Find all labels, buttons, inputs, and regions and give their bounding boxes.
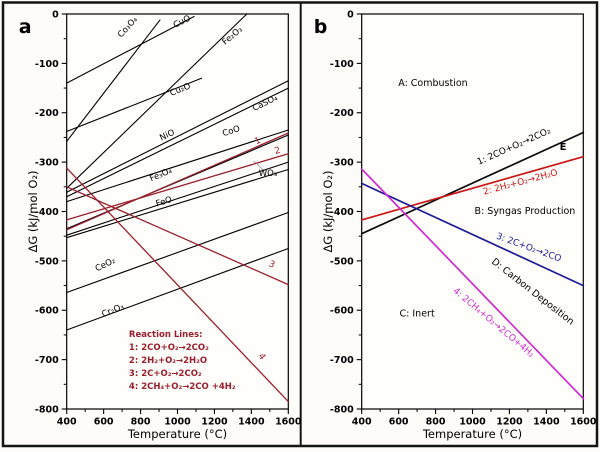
panel-b-y-tick-label--600: -600 [330, 306, 354, 317]
panel-a-legend-item-4: 4: 2CH₄+O₂→2CO +4H₂ [129, 382, 236, 392]
panel-b-x-tick-label-1400: 1400 [533, 417, 560, 428]
panel-b-y-axis: 0 -100 -200 -300 -400 -500 -600 -700 -800 [330, 9, 362, 415]
panel-b-x-tick-label-1200: 1200 [496, 417, 523, 428]
panel-a-x-tick-label-1000: 1000 [164, 417, 191, 428]
panel-a-legend-item-1: 1: 2CO+O₂→2CO₂ [129, 343, 209, 353]
panel-a-x-tick-label-400: 400 [57, 417, 77, 428]
panel-a-x-tick-label-600: 600 [94, 417, 114, 428]
panel-b-x-tick-label-400: 400 [352, 417, 372, 428]
panel-b-y-tick-label--400: -400 [330, 207, 354, 218]
panel-b-label-c-inert: C: Inert [400, 309, 435, 320]
panel-b-line-co-combustion [360, 131, 585, 235]
panel-a-line-caso [66, 87, 289, 198]
panel-a-line-cuo [66, 15, 195, 84]
panel-a-line-cu-o [66, 77, 203, 133]
panel-b-y-tick-label--300: -300 [330, 158, 354, 169]
panel-a-y-tick-label--500: -500 [35, 256, 59, 267]
panel-a-legend: Reaction Lines: 1: 2CO+O₂→2CO₂ 2: 2H₂+O₂→2… [129, 330, 236, 392]
panel-b-x-tick-label-800: 800 [426, 417, 446, 428]
panel-a-line-feo [66, 168, 289, 239]
panel-a-line-wo [66, 161, 289, 236]
panel-b-y-tick-label--200: -200 [330, 108, 354, 119]
panel-a-y-tick-label--200: -200 [35, 108, 59, 119]
panel-a-x-axis: 400 600 800 1000 1200 1400 1600 [57, 409, 302, 428]
panel-b-x-tick-label-600: 600 [389, 417, 409, 428]
panel-b-y-tick-label-0: 0 [347, 9, 354, 20]
panel-a-line-ceo [66, 211, 289, 294]
panel-a-x-tick-label-800: 800 [131, 417, 151, 428]
panel-a-label-2: 2 [274, 146, 282, 157]
panel-b-y-axis-label: ΔG (kJ/mol O₂) [321, 170, 335, 252]
panel-a-y-tick-label--700: -700 [35, 355, 59, 366]
panel-a-y-tick-label-0: 0 [52, 9, 59, 20]
panel-a-line-reaction-3 [66, 186, 289, 286]
panel-a-y-axis: 0 -100 -200 -300 -400 -500 -600 -700 -800 [35, 9, 67, 415]
panel-a-y-tick-label--800: -800 [35, 404, 59, 415]
panel-b-y-tick-label--500: -500 [330, 256, 354, 267]
panel-a: a 400 600 800 1000 1200 1400 1600 0 -100 -200 -300 -… [19, 9, 302, 441]
panel-b-x-tick-label-1600: 1600 [570, 417, 597, 428]
panel-a-label-1: 1 [253, 136, 262, 147]
panel-b-y-tick-label--100: -100 [330, 59, 354, 70]
panel-a-line-reaction-2 [66, 153, 289, 221]
panel-a-label-feo: FeO [155, 195, 174, 209]
panel-b-label-b-syngas-production: B: Syngas Production [475, 206, 576, 217]
panel-b-letter: b [314, 16, 328, 38]
panel-b-y-tick-label--800: -800 [330, 404, 354, 415]
panel-b-x-axis: 400 600 800 1000 1200 1400 1600 [352, 409, 597, 428]
panel-b-label-e: E [560, 142, 567, 153]
panel-a-line-nio [66, 80, 289, 193]
panel-b-line-c-partial-oxidation [360, 182, 585, 287]
panel-a-line-wo3-pointer [253, 160, 264, 171]
panel-a-line-cr-o [66, 247, 289, 331]
panel-a-line-reaction-4 [66, 167, 289, 403]
panel-a-line-coo [66, 129, 289, 203]
panel-b-line-h2-combustion [360, 155, 585, 221]
panel-a-y-tick-label--600: -600 [35, 306, 59, 317]
panel-a-legend-title: Reaction Lines: [129, 330, 203, 340]
panel-b-x-tick-label-1000: 1000 [459, 417, 486, 428]
panel-a-legend-item-2: 2: 2H₂+O₂→2H₂O [129, 356, 207, 366]
panel-b: b 400 600 800 1000 1200 1400 1600 0 -100 -200 -300 -… [314, 9, 597, 441]
panel-a-legend-item-3: 3: 2C+O₂→2CO₂ [129, 369, 202, 379]
panel-a-y-axis-label: ΔG (kJ/mol O₂) [26, 170, 40, 252]
panel-a-y-tick-label--400: -400 [35, 207, 59, 218]
panel-a-x-tick-label-1600: 1600 [275, 417, 302, 428]
panel-a-label-4: 4 [256, 352, 268, 363]
panel-a-label-wo: WO₃ [259, 169, 278, 179]
panel-a-line-reaction-1 [66, 132, 289, 231]
panel-b-x-axis-label: Temperature (°C) [422, 427, 522, 441]
panel-a-y-tick-label--300: -300 [35, 158, 59, 169]
panel-a-letter: a [19, 16, 32, 38]
panel-a-x-axis-label: Temperature (°C) [127, 427, 227, 441]
panel-a-x-tick-label-1200: 1200 [201, 417, 228, 428]
panel-a-line-fe-o [66, 13, 248, 189]
panel-a-x-tick-label-1400: 1400 [238, 417, 265, 428]
panel-a-label-3: 3 [267, 259, 276, 270]
panel-b-label-a-combustion: A: Combustion [398, 78, 467, 89]
panel-a-line-co-o [66, 19, 161, 142]
panel-a-y-tick-label--100: -100 [35, 59, 59, 70]
panel-b-line-ch4-partial-oxidation [360, 168, 585, 400]
panel-b-y-tick-label--700: -700 [330, 355, 354, 366]
